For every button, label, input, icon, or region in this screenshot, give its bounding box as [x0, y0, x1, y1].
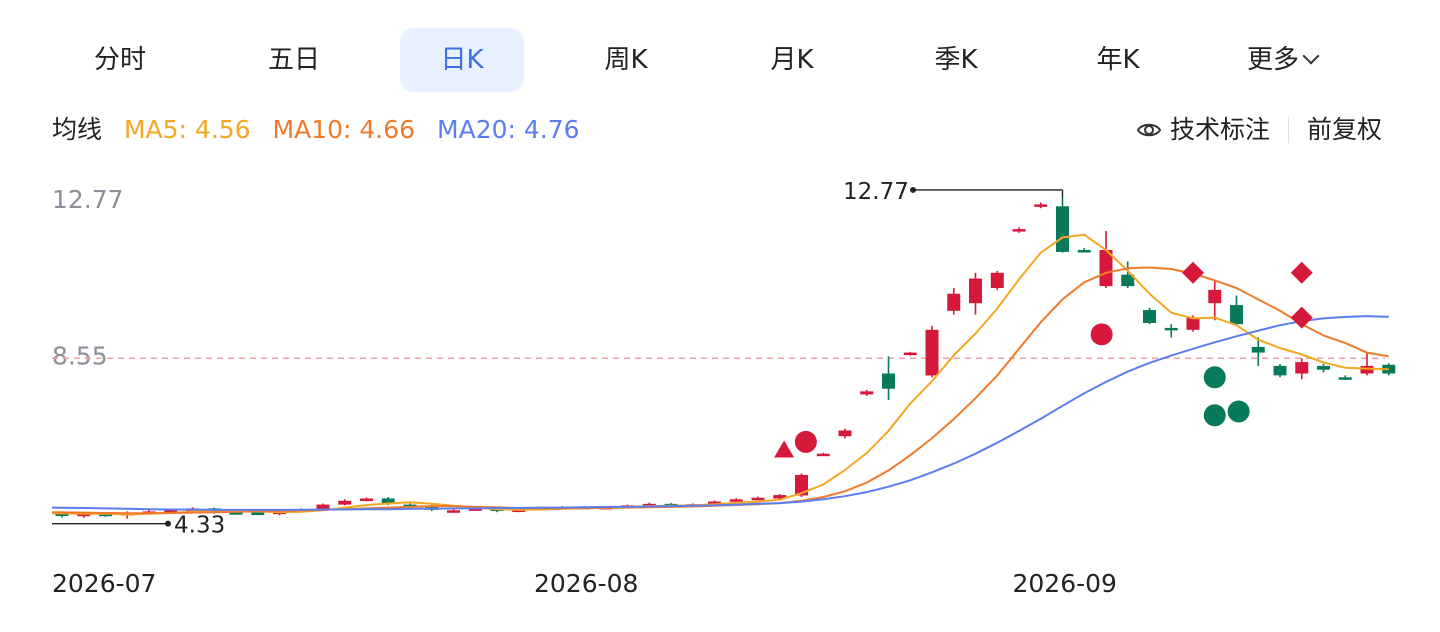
- candle-body: [642, 503, 656, 507]
- candle-body: [338, 500, 352, 505]
- signal-triangle-marker: [774, 440, 795, 458]
- candle-body: [1208, 289, 1222, 304]
- candle-body: [316, 504, 330, 510]
- candlestick-chart: 12.77 8.55 12.77 4.33 2026-07 2026-08 2026-09: [51, 179, 1396, 598]
- signal-diamond-marker: [1290, 261, 1313, 284]
- candle-body: [1012, 229, 1026, 232]
- signal-circle-marker: [1203, 366, 1226, 389]
- candle-body: [1099, 250, 1113, 287]
- candle-body: [1056, 206, 1069, 252]
- ma20-value: MA20: 4.76: [437, 115, 580, 144]
- tab-weekly-k[interactable]: 周K: [604, 45, 648, 75]
- ma-line-ma20: [51, 315, 1389, 511]
- ma-line-ma10: [51, 266, 1389, 515]
- candle-body: [55, 512, 69, 516]
- candle-body: [947, 293, 961, 311]
- max-annotation-dot: [910, 186, 916, 193]
- y-tick-label: 12.77: [52, 185, 124, 214]
- tab-five-day[interactable]: 五日: [267, 45, 320, 75]
- ma10-value: MA10: 4.66: [272, 115, 416, 144]
- candle-body: [751, 497, 765, 501]
- x-tick-label: 2026-08: [534, 569, 638, 598]
- signal-circle-marker: [1203, 404, 1226, 427]
- candle-body: [1295, 362, 1309, 374]
- ma-label: 均线: [52, 115, 103, 144]
- candle-body: [903, 352, 917, 356]
- tab-intraday[interactable]: 分时: [93, 45, 146, 75]
- candle-body: [1077, 250, 1091, 253]
- candle-body: [403, 504, 417, 508]
- eye-icon: [1136, 123, 1162, 137]
- candle-body: [795, 474, 808, 496]
- annotate-label: 技术标注: [1169, 115, 1270, 144]
- chart-tools: 技术标注 前复权: [1136, 110, 1382, 150]
- chevron-down-icon: [1302, 47, 1320, 65]
- candle-body: [360, 498, 373, 502]
- candle-body: [251, 512, 265, 516]
- annotate-button[interactable]: 技术标注: [1136, 110, 1270, 150]
- signal-circle-marker: [1227, 400, 1250, 423]
- candle-body: [77, 513, 91, 517]
- candle-body: [229, 512, 243, 515]
- ma-line-ma5: [51, 233, 1389, 516]
- candle-body: [164, 510, 178, 513]
- signal-diamond-marker: [1182, 261, 1204, 284]
- candle-body: [1317, 365, 1330, 370]
- candle-body: [1164, 327, 1178, 331]
- min-annotation-label: 4.33: [174, 513, 225, 539]
- candle-body: [1251, 346, 1265, 353]
- tab-daily-k[interactable]: 日K: [400, 28, 524, 92]
- candle-body: [1360, 365, 1374, 374]
- candle-body: [447, 510, 460, 513]
- ma5-value: MA5: 4.56: [123, 115, 251, 144]
- candle-body: [925, 329, 939, 376]
- y-tick-label: 8.55: [52, 341, 108, 370]
- x-tick-label: 2026-09: [1013, 569, 1117, 598]
- candle-body: [838, 430, 852, 437]
- signal-circle-marker: [794, 430, 817, 453]
- tools-divider: [1287, 117, 1289, 143]
- candle-body: [882, 373, 895, 389]
- tab-more[interactable]: 更多: [1220, 28, 1344, 92]
- candle-body: [1273, 365, 1287, 376]
- candle-body: [708, 501, 721, 505]
- tab-quarterly-k[interactable]: 季K: [934, 45, 978, 75]
- candle-body: [468, 508, 482, 511]
- period-tabs: 分时 五日 日K 周K 月K 季K 年K 更多: [40, 28, 1400, 92]
- candle-body: [1143, 310, 1156, 323]
- candle-body: [1034, 204, 1048, 207]
- candle-body: [860, 391, 874, 395]
- candle-body: [773, 495, 787, 499]
- candle-body: [729, 499, 743, 502]
- candle-body: [1230, 305, 1243, 325]
- max-annotation-label: 12.77: [843, 179, 909, 205]
- signal-diamond-marker: [1290, 306, 1313, 329]
- candle-body: [816, 453, 830, 457]
- candle-body: [381, 498, 395, 504]
- ma-legend: 均线 MA5: 4.56 MA10: 4.66 MA20: 4.76: [52, 110, 594, 150]
- candle-body: [1186, 317, 1200, 330]
- candle-body: [969, 278, 982, 304]
- min-annotation-dot: [165, 520, 171, 527]
- adjust-button[interactable]: 前复权: [1306, 115, 1382, 144]
- candle-body: [990, 272, 1004, 288]
- candle-body: [1338, 377, 1352, 380]
- signal-circle-marker: [1090, 323, 1113, 346]
- candle-body: [1121, 274, 1135, 287]
- tab-yearly-k[interactable]: 年K: [1096, 45, 1140, 75]
- tab-more-label: 更多: [1246, 45, 1299, 75]
- x-tick-label: 2026-07: [52, 569, 156, 598]
- candle-body: [99, 513, 112, 517]
- tab-monthly-k[interactable]: 月K: [770, 45, 814, 75]
